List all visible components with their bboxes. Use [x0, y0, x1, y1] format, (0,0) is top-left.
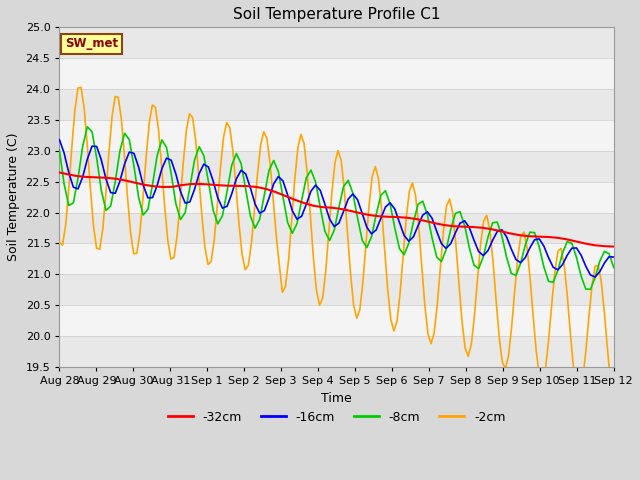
Legend: -32cm, -16cm, -8cm, -2cm: -32cm, -16cm, -8cm, -2cm — [163, 406, 511, 429]
Bar — [60, 182, 614, 213]
Bar — [60, 243, 614, 275]
Bar — [60, 336, 614, 367]
Bar — [60, 305, 614, 336]
Bar — [60, 89, 614, 120]
Bar — [60, 120, 614, 151]
Bar — [60, 275, 614, 305]
Bar — [60, 213, 614, 243]
Bar — [60, 58, 614, 89]
Bar — [60, 27, 614, 58]
Title: Soil Temperature Profile C1: Soil Temperature Profile C1 — [233, 7, 440, 22]
Bar — [60, 151, 614, 182]
X-axis label: Time: Time — [321, 392, 352, 405]
Y-axis label: Soil Temperature (C): Soil Temperature (C) — [7, 133, 20, 262]
Text: SW_met: SW_met — [65, 37, 118, 50]
